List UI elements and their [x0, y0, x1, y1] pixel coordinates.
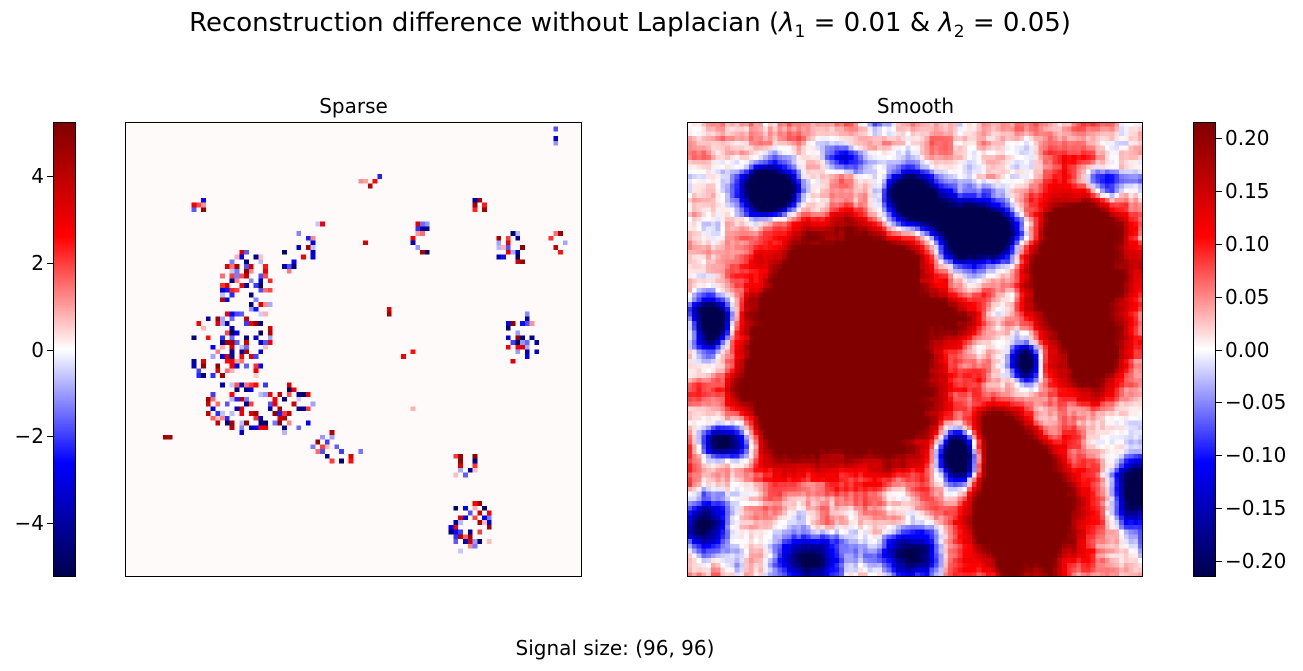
colorbar-tick — [47, 262, 53, 264]
colorbar-tick-label: −4 — [14, 510, 44, 535]
colorbar-tick — [1216, 190, 1222, 192]
sparse-colorbar-frame — [53, 122, 76, 577]
sparse-panel-title: Sparse — [319, 94, 388, 118]
lambda1-symbol: λ — [779, 8, 795, 38]
figure-title: Reconstruction difference without Laplac… — [0, 8, 1260, 42]
colorbar-tick-label: −0.05 — [1225, 390, 1287, 415]
colorbar-tick-label: 0.15 — [1225, 178, 1270, 203]
sparse-heatmap — [125, 122, 582, 577]
lambda1-value: = 0.01 & — [805, 8, 939, 38]
sparse-colorbar — [53, 122, 76, 577]
lambda2-symbol: λ — [938, 8, 954, 38]
lambda1-subscript: 1 — [794, 22, 806, 43]
title-text: Reconstruction difference without Laplac… — [189, 8, 780, 38]
colorbar-tick — [1216, 349, 1222, 351]
colorbar-tick — [1216, 402, 1222, 404]
smooth-heatmap — [687, 122, 1143, 577]
colorbar-tick — [47, 436, 53, 438]
smooth-colorbar — [1193, 122, 1216, 577]
colorbar-tick — [1216, 561, 1222, 563]
colorbar-tick — [1216, 243, 1222, 245]
colorbar-tick — [1216, 137, 1222, 139]
colorbar-tick-label: −0.15 — [1225, 496, 1287, 521]
colorbar-tick-label: 0.00 — [1225, 337, 1270, 362]
colorbar-tick — [47, 522, 53, 524]
colorbar-tick-label: 2 — [31, 250, 44, 275]
colorbar-tick-label: −0.20 — [1225, 549, 1287, 574]
colorbar-tick-label: 0.05 — [1225, 284, 1270, 309]
colorbar-tick — [1216, 508, 1222, 510]
colorbar-tick-label: −0.10 — [1225, 443, 1287, 468]
colorbar-tick — [47, 176, 53, 178]
colorbar-tick — [1216, 296, 1222, 298]
smooth-colorbar-frame — [1193, 122, 1216, 577]
colorbar-tick-label: 4 — [31, 164, 44, 189]
colorbar-tick-label: 0.20 — [1225, 125, 1270, 150]
colorbar-tick — [1216, 455, 1222, 457]
colorbar-tick-label: 0.10 — [1225, 231, 1270, 256]
colorbar-tick-label: −2 — [14, 424, 44, 449]
smooth-panel-title: Smooth — [876, 94, 955, 118]
signal-size-label: Signal size: (96, 96) — [515, 636, 715, 660]
colorbar-tick — [47, 349, 53, 351]
colorbar-tick-label: 0 — [31, 337, 44, 362]
lambda2-value: = 0.05) — [964, 8, 1071, 38]
lambda2-subscript: 2 — [953, 22, 965, 43]
